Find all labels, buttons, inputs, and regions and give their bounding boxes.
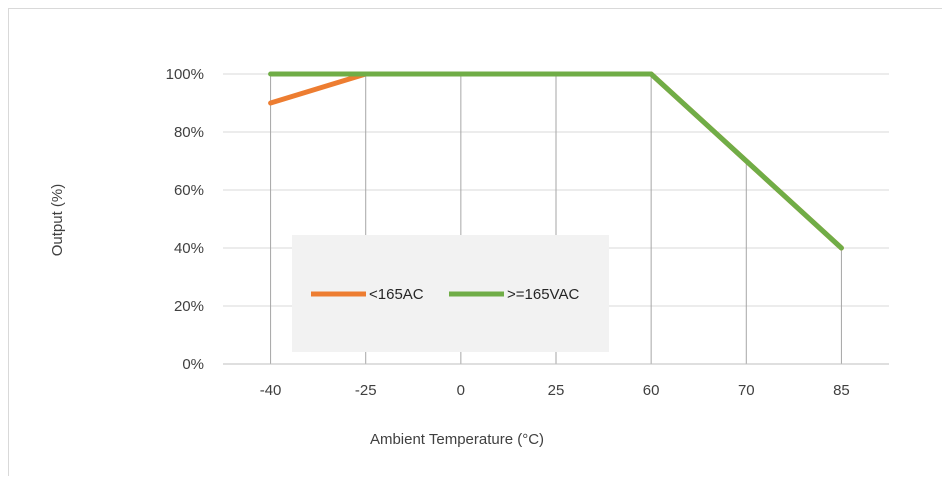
legend-label-lt165ac: <165AC xyxy=(369,286,424,303)
y-tick-label: 60% xyxy=(174,182,204,199)
y-tick-label: 20% xyxy=(174,298,204,315)
series-line-1 xyxy=(268,71,844,251)
y-axis-title: Output (%) xyxy=(49,184,66,257)
x-tick-labels: -40 -25 0 25 60 70 85 xyxy=(260,382,850,399)
x-tick-label: 25 xyxy=(548,382,565,399)
x-tick-label: 85 xyxy=(833,382,850,399)
y-tick-label: 80% xyxy=(174,124,204,141)
x-tick-label: 0 xyxy=(457,382,465,399)
x-tick-label: -25 xyxy=(355,382,377,399)
legend-label-ge165vac: >=165VAC xyxy=(507,286,579,303)
x-tick-label: -40 xyxy=(260,382,282,399)
x-tick-label: 70 xyxy=(738,382,755,399)
legend: <165AC >=165VAC xyxy=(292,235,609,352)
x-tick-label: 60 xyxy=(643,382,660,399)
x-axis-title: Ambient Temperature (°C) xyxy=(370,431,544,448)
y-tick-label: 40% xyxy=(174,240,204,257)
y-tick-labels: 0% 20% 40% 60% 80% 100% xyxy=(166,66,204,373)
series-lines xyxy=(268,71,844,251)
y-tick-label: 0% xyxy=(182,356,204,373)
y-tick-label: 100% xyxy=(166,66,204,83)
